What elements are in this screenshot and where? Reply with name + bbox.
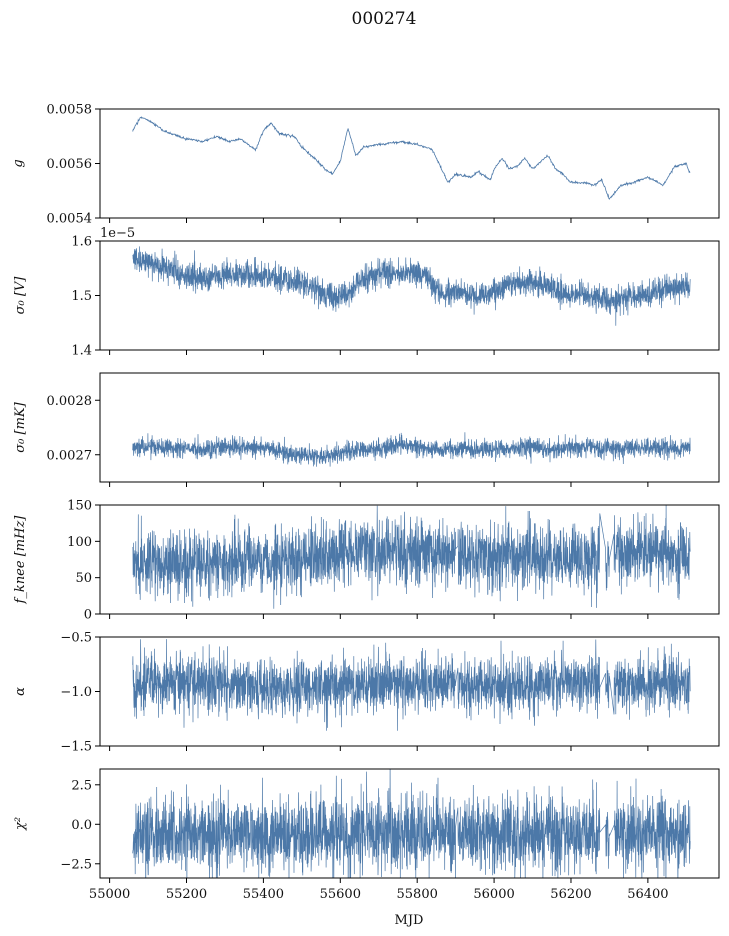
- y-tick-label: 0.0028: [47, 394, 93, 409]
- x-axis-label: MJD: [395, 913, 424, 928]
- x-tick-label: 55000: [89, 887, 130, 902]
- panel-sigma0-mk: 0.0027 0.0028 σ₀ [mK]: [13, 372, 720, 487]
- axes-frame: [99, 108, 720, 219]
- y-tick-label: 1.6: [71, 235, 92, 250]
- y-tick-label: 100: [67, 535, 92, 550]
- series-line: [132, 769, 691, 878]
- y-tick-label: 1.4: [71, 344, 92, 359]
- y-axis-label: α: [13, 687, 28, 696]
- y-tick-label: 0: [84, 608, 92, 623]
- offset-text: 1e−5: [100, 226, 135, 241]
- axes-frame: [99, 504, 720, 615]
- series-line: [132, 246, 691, 326]
- y-tick-label: 0.0054: [47, 212, 93, 227]
- series-line: [132, 116, 691, 200]
- panel-chi2: −2.5 0.0 2.5 55000 55200 55400 55600 55800 56000…: [13, 768, 720, 902]
- y-tick-label: 0.0027: [47, 448, 93, 463]
- y-tick-label: 2.5: [71, 778, 92, 793]
- panel-g: 0.0054 0.0056 0.0058 g: [11, 103, 720, 227]
- y-tick-label: 50: [75, 571, 92, 586]
- y-tick-label: 1.5: [71, 289, 92, 304]
- y-tick-label: −2.5: [60, 857, 92, 872]
- y-axis-label: g: [11, 159, 26, 167]
- panel-alpha: −1.5 −1.0 −0.5 α: [13, 631, 720, 755]
- panel-fknee: 0 50 100 150 f_knee [mHz]: [13, 499, 720, 623]
- y-tick-label: 0.0058: [47, 103, 93, 118]
- figure-title: 000274: [352, 9, 417, 29]
- y-tick-label: −0.5: [60, 631, 92, 646]
- x-tick-label: 55600: [320, 887, 361, 902]
- x-tick-label: 56000: [473, 887, 514, 902]
- series-line: [132, 505, 691, 609]
- series-line: [132, 639, 691, 731]
- series-line: [132, 432, 691, 467]
- x-tick-label: 56200: [550, 887, 591, 902]
- x-tick-label: 55400: [243, 887, 284, 902]
- y-axis-label: σ₀ [mK]: [13, 401, 28, 452]
- panel-sigma0-volts: 1.4 1.5 1.6 σ₀ [V] 1e−5: [13, 226, 720, 359]
- x-tick-label: 56400: [627, 887, 668, 902]
- y-axis-label: χ²: [13, 817, 28, 831]
- y-tick-label: 0.0: [71, 818, 92, 833]
- y-tick-label: −1.0: [60, 685, 92, 700]
- x-tick-label: 55200: [166, 887, 207, 902]
- axes-frame: [99, 768, 720, 879]
- y-axis-label: σ₀ [V]: [13, 276, 28, 315]
- axes-frame: [99, 372, 720, 483]
- y-tick-label: 0.0056: [47, 157, 93, 172]
- y-tick-label: 150: [67, 499, 92, 514]
- y-axis-label: f_knee [mHz]: [13, 515, 28, 605]
- x-tick-label: 55800: [397, 887, 438, 902]
- y-tick-label: −1.5: [60, 740, 92, 755]
